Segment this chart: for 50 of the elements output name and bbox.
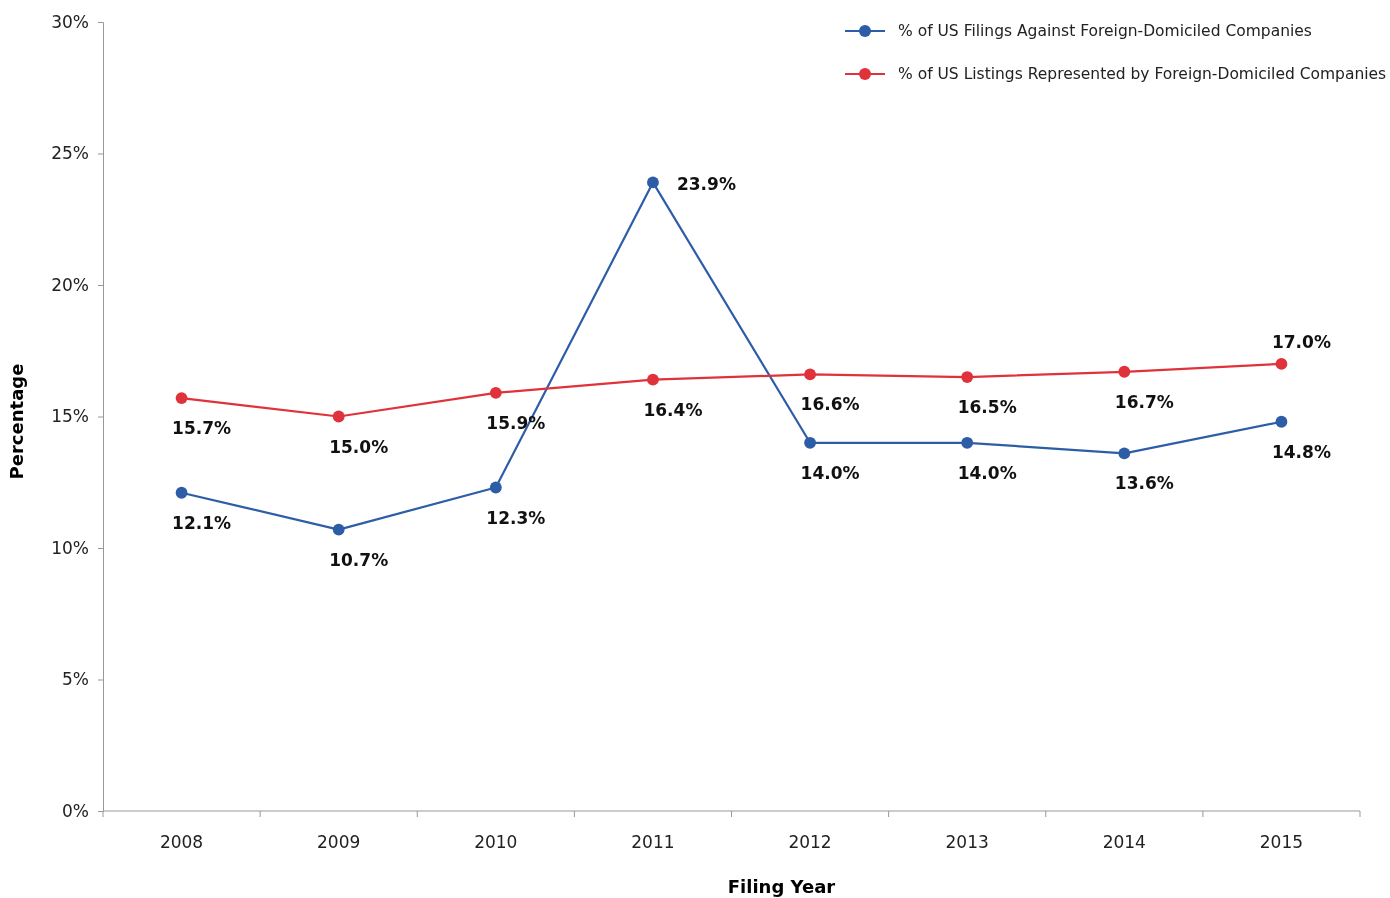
data-label: 16.6% bbox=[800, 394, 860, 415]
point bbox=[1118, 447, 1131, 460]
point bbox=[647, 176, 659, 189]
x-axis-title: Filing Year bbox=[727, 876, 836, 897]
y-tick-label: 25% bbox=[51, 143, 89, 164]
data-label: 14.8% bbox=[1271, 441, 1331, 462]
x-tick-label: 2012 bbox=[788, 832, 832, 852]
x-tick-label: 2015 bbox=[1259, 832, 1304, 852]
data-label: 15.0% bbox=[329, 436, 389, 457]
data-label: 16.4% bbox=[643, 399, 703, 420]
y-tick-label: 0% bbox=[62, 800, 89, 821]
y-tick-label: 5% bbox=[62, 669, 89, 690]
x-tick-label: 2011 bbox=[631, 832, 675, 852]
point bbox=[804, 368, 816, 381]
data-label: 15.7% bbox=[172, 418, 232, 439]
data-label: 12.3% bbox=[486, 507, 546, 528]
y-tick-label: 10% bbox=[51, 537, 89, 558]
data-label: 12.1% bbox=[172, 512, 232, 533]
point bbox=[175, 486, 188, 499]
x-tick-label: 2014 bbox=[1102, 832, 1146, 852]
data-label: 16.7% bbox=[1114, 391, 1174, 412]
point bbox=[1275, 357, 1288, 370]
y-tick-label: 15% bbox=[51, 406, 89, 427]
data-label: 17.0% bbox=[1271, 331, 1331, 352]
x-tick-label: 2013 bbox=[945, 832, 989, 852]
x-tick-label: 2009 bbox=[317, 832, 361, 852]
data-label: 23.9% bbox=[676, 174, 736, 195]
legend-label: % of US Filings Against Foreign-Domiciled Companies bbox=[898, 22, 1312, 40]
point bbox=[332, 410, 345, 423]
x-tick-label: 2008 bbox=[159, 832, 204, 852]
point bbox=[961, 436, 974, 449]
data-label: 16.5% bbox=[957, 397, 1017, 418]
point bbox=[804, 436, 816, 449]
data-label: 13.6% bbox=[1114, 473, 1174, 494]
point bbox=[1275, 415, 1288, 428]
point bbox=[175, 392, 188, 404]
data-label: 14.0% bbox=[957, 462, 1017, 483]
data-label: 14.0% bbox=[800, 462, 860, 483]
y-tick-label: 30% bbox=[51, 11, 89, 32]
y-tick-label: 20% bbox=[51, 274, 89, 295]
point bbox=[489, 481, 502, 494]
point bbox=[332, 523, 345, 536]
point bbox=[961, 371, 974, 383]
y-axis-title: Percentage bbox=[6, 363, 27, 480]
legend-label: % of US Listings Represented by Foreign-Domiciled Companies bbox=[898, 65, 1387, 83]
point bbox=[1118, 365, 1131, 378]
point bbox=[647, 373, 659, 386]
point bbox=[489, 386, 502, 399]
data-label: 10.7% bbox=[329, 549, 389, 570]
x-tick-label: 2010 bbox=[474, 832, 518, 852]
